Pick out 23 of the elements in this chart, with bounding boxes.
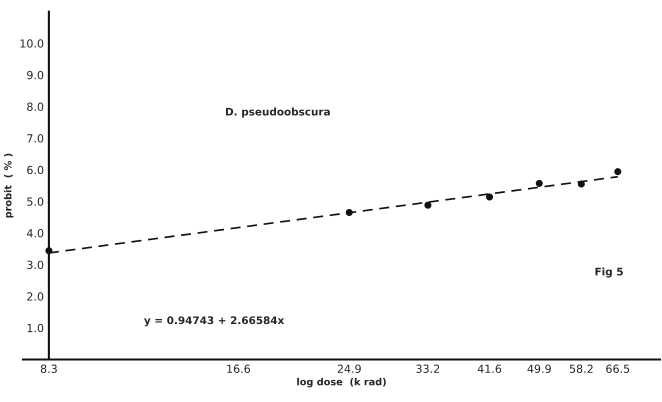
x-tick-label: 41.6 — [478, 364, 502, 373]
annotation: y = 0.94743 + 2.66584x — [144, 316, 284, 326]
annotation: D. pseudoobscura — [226, 108, 330, 118]
x-tick-label: 66.5 — [606, 364, 630, 373]
x-tick-label: 24.9 — [338, 364, 361, 373]
x-tick-label: 33.2 — [416, 364, 440, 373]
y-tick-label: 5.0 — [27, 197, 44, 206]
y-tick-label: 4.0 — [26, 229, 44, 238]
x-tick-label: 49.9 — [527, 364, 551, 373]
x-axis-title: log dose (k rad) — [297, 378, 386, 388]
y-tick-label: 10.0 — [20, 39, 44, 48]
y-tick-label: 3.0 — [27, 260, 44, 270]
x-tick-label: 58.2 — [570, 364, 593, 373]
y-tick-label: 7.0 — [27, 134, 44, 143]
y-tick-label: 6.0 — [27, 166, 44, 174]
x-tick-label: 8.3 — [40, 364, 57, 373]
y-tick-label: 2.0 — [27, 292, 44, 301]
x-tick-label: 16.6 — [227, 364, 250, 373]
y-tick-label: 1.0 — [28, 324, 44, 332]
y-axis-title: probit ( % ) — [4, 154, 14, 218]
annotation: Fig 5 — [595, 267, 623, 278]
y-tick-label: 8.0 — [27, 102, 44, 111]
y-tick-label: 9.0 — [27, 70, 44, 80]
